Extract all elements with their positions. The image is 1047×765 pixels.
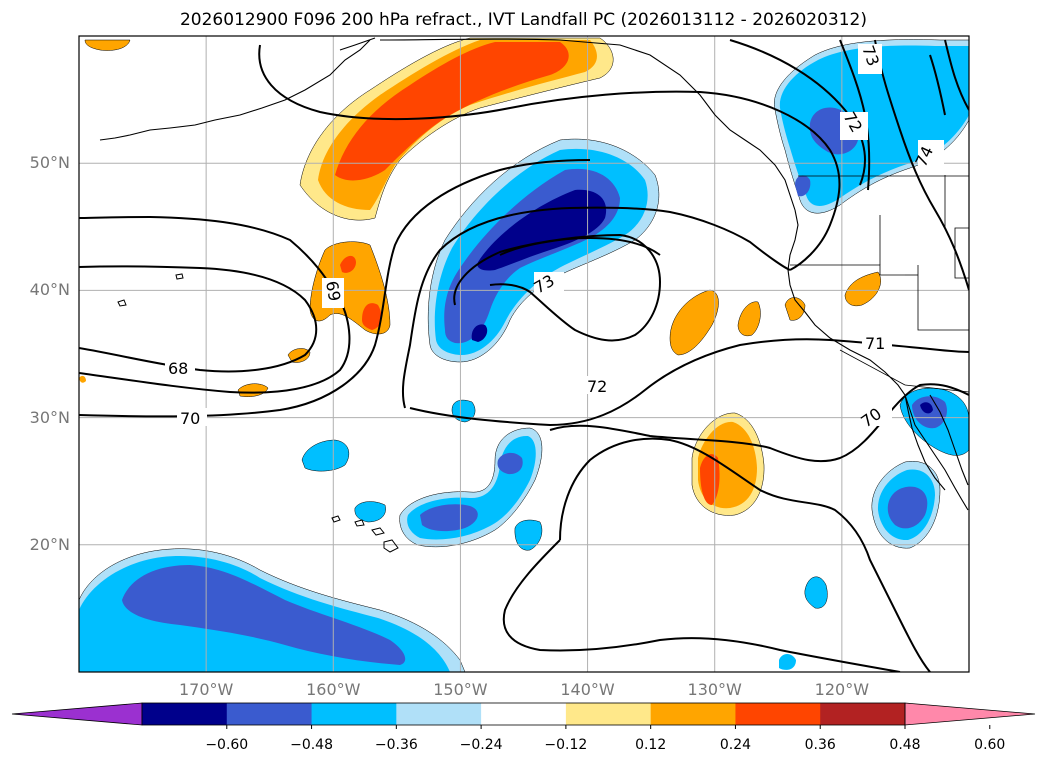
contour-label-69: 69 (322, 279, 344, 302)
colorbar-segment-7 (735, 703, 821, 725)
colorbar-tick-label-8: 0.48 (889, 737, 921, 753)
contour-label-72: 72 (587, 377, 607, 396)
contour-73-loop (499, 236, 661, 256)
contour-labels: 68 69 70 70 71 72 73 73 72 74 (165, 43, 944, 431)
refractivity-contours (79, 39, 969, 672)
lon-label-4: 130°W (687, 680, 742, 699)
colorbar-tick-label-1: −0.48 (290, 737, 333, 753)
positive-anomaly-gulf-of-alaska (84, 37, 614, 221)
colorbar-segment-3 (396, 703, 482, 725)
negative-anomaly-pacific-northwest (773, 39, 969, 214)
contour-label-71: 71 (865, 334, 885, 353)
map-gridlines (79, 36, 969, 672)
colorbar-extend-high (904, 702, 1036, 726)
lat-label-0: 20°N (29, 534, 70, 554)
colorbar-tick-label-6: 0.24 (719, 737, 752, 753)
plot-frame (78, 35, 970, 673)
colorbar-tick-label-7: 0.36 (804, 737, 836, 753)
contour-72-south-west (502, 539, 901, 672)
colorbar-segment-6 (650, 703, 736, 725)
contour-far-ne (944, 39, 969, 111)
political-borders (790, 175, 969, 393)
colorbar (11, 702, 1036, 729)
contour-74 (874, 39, 969, 291)
lon-label-0: 170°W (178, 680, 234, 699)
lon-label-3: 140°W (560, 680, 615, 699)
contour-72-south (559, 437, 931, 672)
colorbar-frame (141, 702, 906, 726)
lon-label-1: 160°W (306, 680, 361, 699)
map-title: 2026012900 F096 200 hPa refract., IVT La… (179, 10, 867, 30)
colorbar-tick-label-3: −0.24 (459, 737, 503, 753)
contour-73 (453, 233, 662, 342)
colorbar-segment-5 (565, 703, 652, 725)
colorbar-segment-4 (481, 703, 567, 725)
coastlines (99, 37, 969, 511)
contour-label-68: 68 (168, 359, 188, 378)
colorbar-extend-low (11, 702, 143, 726)
colorbar-tick-label-4: −0.12 (544, 737, 588, 753)
contour-70 (79, 159, 591, 418)
negative-anomaly-baja (871, 387, 969, 549)
contour-north-arc (258, 44, 841, 271)
contour-north-arc-2 (729, 39, 866, 186)
lat-label-1: 30°N (29, 407, 70, 427)
negative-anomaly-central-pacific (427, 138, 660, 363)
contour-72-ne (929, 54, 946, 116)
lat-label-3: 50°N (29, 153, 70, 173)
contour-72-inner (409, 338, 969, 427)
lon-label-5: 120°W (814, 680, 870, 699)
colorbar-segment-2 (311, 703, 397, 725)
contour-72 (401, 206, 791, 409)
colorbar-segment-0 (142, 703, 228, 725)
colorbar-tick-label-0: −0.60 (205, 737, 249, 753)
negative-anomaly-hawaii (301, 399, 543, 551)
contour-label-70-west: 70 (180, 409, 200, 428)
colorbar-segment-8 (820, 703, 906, 725)
colorbar-tick-label-2: −0.36 (374, 737, 418, 753)
colorbar-tick-label-9: 0.60 (974, 737, 1006, 753)
positive-anomaly-east-pacific (79, 241, 881, 516)
colorbar-segment-1 (226, 703, 313, 725)
lat-label-2: 40°N (29, 280, 70, 300)
contour-70-east (549, 383, 969, 463)
islands (117, 273, 399, 553)
lon-label-2: 150°W (433, 680, 488, 699)
negative-anomaly-subtropical-band (79, 548, 828, 672)
colorbar-tick-label-5: 0.12 (635, 737, 667, 753)
